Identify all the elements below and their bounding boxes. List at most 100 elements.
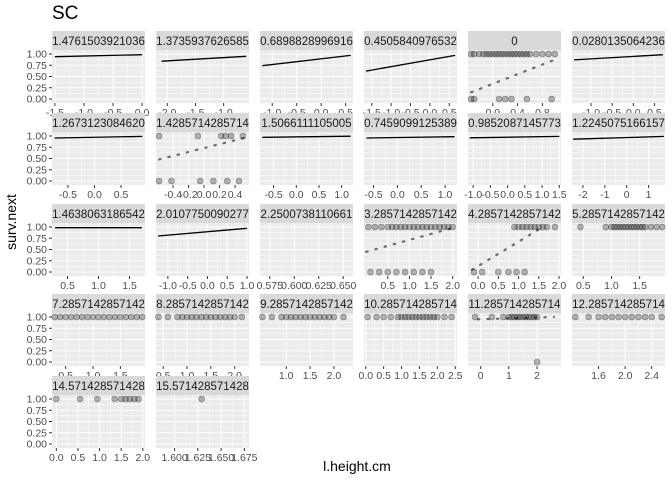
data-point (511, 313, 518, 321)
facet-strip-label: 0.0280135064236 (572, 36, 665, 48)
y-tick-label: 1.00 (27, 312, 48, 324)
x-tick-label: 1.0 (334, 189, 349, 201)
data-point (235, 177, 243, 185)
data-point (178, 313, 186, 321)
x-tick-label: 0.0 (87, 189, 102, 201)
x-tick-label: 1 (646, 189, 652, 201)
data-point (532, 50, 540, 58)
y-tick-label: 0.00 (27, 357, 48, 369)
x-tick-label: 1.0 (92, 452, 107, 464)
facet-panel-24: 12.285714285714 1.6 2.0 2.4 (572, 294, 665, 382)
data-point (210, 177, 217, 185)
data-point (410, 223, 418, 231)
data-point (111, 395, 119, 403)
data-point (84, 313, 91, 321)
fit-line (54, 54, 143, 58)
facet-strip (156, 113, 249, 132)
data-point (519, 313, 527, 321)
facet-strip (468, 31, 561, 50)
data-point (601, 313, 609, 321)
facet-panel-22: 10.285714285714 0.0 0.5 1.0 1.5 2.0 2.5 (358, 294, 463, 382)
facet-panel-10: 0.7459099125389 -0.5 0.0 0.5 1.0 (364, 113, 457, 201)
facet-strip (572, 113, 665, 132)
fit-line (470, 57, 560, 94)
data-point (647, 223, 655, 231)
x-tick-label: 1.675 (231, 452, 257, 464)
data-point (401, 223, 409, 231)
data-point (221, 313, 229, 321)
x-tick-label: 0.625 (306, 280, 332, 292)
facet-strip (572, 31, 665, 50)
data-point (412, 313, 420, 321)
data-point (440, 223, 448, 231)
data-point (373, 313, 380, 321)
facet-panel-13: 1.4638063186542 0.000.250.500.751.00 0.5 1.… (27, 204, 145, 292)
data-point (364, 313, 371, 321)
facet-panel-8: 1.4285714285714 -0.4-0.2 0.0 0.2 0.4 (155, 113, 249, 201)
data-point (648, 313, 656, 321)
x-axis-label: l.height.cm (323, 458, 391, 474)
x-tick-label: 0.0 (197, 189, 212, 201)
facet-panel-6: 0.0280135064236-1.0-0.50.00.5 (572, 31, 665, 119)
facet-strip-label: 1.3735937626585 (156, 36, 249, 48)
data-point (238, 313, 246, 321)
chart-title: SC (52, 3, 79, 24)
x-tick-label: 1.0 (438, 189, 453, 201)
data-point (539, 50, 546, 58)
x-tick-label: 0.5 (220, 280, 235, 292)
data-point (183, 313, 191, 321)
data-point (416, 313, 423, 321)
data-point (653, 223, 660, 231)
x-tick-label: 0.0 (500, 189, 515, 201)
x-tick-label: 0.5 (71, 452, 86, 464)
data-point (155, 132, 163, 140)
data-point (278, 313, 285, 321)
facet-strip-label: 1.2673123084620 (52, 118, 145, 130)
data-point (430, 313, 438, 321)
data-point (155, 177, 163, 185)
data-point (432, 223, 439, 231)
y-tick-label: 0.50 (27, 416, 48, 428)
data-point (292, 313, 300, 321)
facet-strip-label: 1.2245075166157 (572, 118, 665, 130)
data-point (533, 313, 541, 321)
data-point (508, 50, 515, 58)
x-tick-label: -0.5 (364, 189, 382, 201)
data-point (533, 358, 541, 366)
data-point (282, 313, 290, 321)
data-point (525, 313, 532, 321)
data-point (467, 50, 475, 58)
data-point (528, 313, 535, 321)
data-point (419, 313, 427, 321)
data-point (535, 223, 543, 231)
data-point (212, 313, 219, 321)
data-point (495, 95, 503, 103)
data-point (375, 268, 383, 276)
facet-panel-14: 2.0107750090277 -1.0 -0.5 0.0 0.5 1.0 (156, 204, 254, 292)
facet-strip (156, 294, 249, 313)
data-point (138, 313, 146, 321)
data-point (56, 313, 64, 321)
x-tick-label: 0.0 (49, 452, 64, 464)
facet-panel-4: 0.4505840976532-1.5-1.0-0.50.00.5 (363, 31, 457, 119)
x-tick-label: -1.0 (464, 189, 482, 201)
fit-line (366, 136, 455, 139)
facet-strip-label: 0.6898828996916 (260, 36, 353, 48)
y-tick-label: 0.75 (27, 60, 48, 72)
x-tick-label: 0.0 (289, 189, 304, 201)
facet-strip (156, 204, 249, 223)
x-tick-label: 2 (534, 370, 540, 382)
data-point (164, 313, 172, 321)
data-point (76, 395, 84, 403)
data-point (630, 223, 638, 231)
data-point (330, 313, 338, 321)
facet-strip-label: 1.4638063186542 (52, 209, 145, 221)
x-tick-label: 1.5 (552, 189, 567, 201)
x-tick-label: 0.5 (114, 189, 129, 201)
facet-strip-label: 11.285714285714 (469, 299, 561, 311)
fit-line (161, 55, 247, 62)
data-point (297, 313, 304, 321)
data-point (635, 313, 642, 321)
facet-strip-label: 10.285714285714 (364, 299, 457, 311)
